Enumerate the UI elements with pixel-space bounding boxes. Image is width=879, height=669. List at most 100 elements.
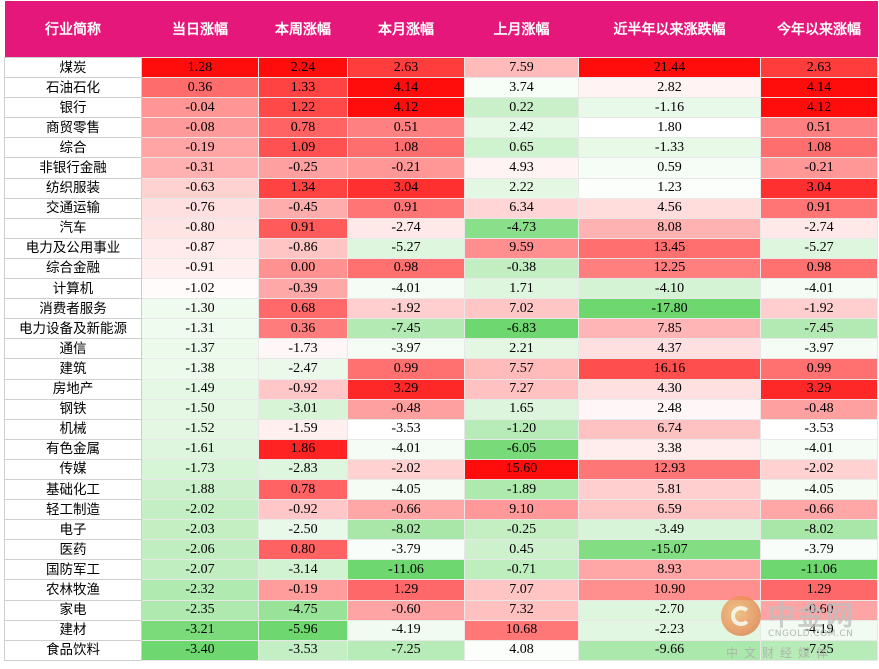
daily-change-cell: -1.37 — [141, 338, 259, 360]
ytd-change-cell: 0.99 — [760, 358, 878, 380]
header-industry[interactable]: 行业简称 — [4, 1, 142, 58]
half-year-change-cell: 1.23 — [578, 177, 761, 199]
last-month-change-cell: 0.22 — [464, 97, 579, 119]
daily-change-cell: -2.07 — [141, 559, 259, 581]
half-year-change-cell: 5.81 — [578, 478, 761, 501]
monthly-change-cell: -3.97 — [347, 338, 465, 360]
daily-change-cell: -2.35 — [141, 599, 259, 621]
last-month-change-cell: -1.20 — [464, 418, 579, 440]
ytd-change-cell: 3.29 — [760, 378, 878, 400]
half-year-change-cell: 12.93 — [578, 458, 761, 480]
monthly-change-cell: -2.02 — [347, 458, 465, 480]
last-month-change-cell: 15.60 — [464, 458, 579, 480]
last-month-change-cell: 7.32 — [464, 599, 579, 621]
table-row: 非银行金融 -0.31 -0.25 -0.21 4.93 0.59 -0.21 — [4, 157, 878, 179]
weekly-change-cell: -3.01 — [258, 398, 348, 420]
ytd-change-cell: -5.27 — [760, 237, 878, 259]
industry-name-cell: 交通运输 — [4, 197, 142, 219]
industry-name-cell: 电力及公用事业 — [4, 237, 142, 259]
weekly-change-cell: -3.14 — [258, 559, 348, 581]
daily-change-cell: -3.40 — [141, 639, 259, 661]
ytd-change-cell: -11.06 — [760, 559, 878, 581]
half-year-change-cell: -9.66 — [578, 639, 761, 661]
table-row: 石油石化 0.36 1.33 4.14 3.74 2.82 4.14 — [4, 77, 878, 99]
industry-name-cell: 煤炭 — [4, 56, 142, 79]
header-weekly-change[interactable]: 本周涨幅 — [258, 1, 348, 58]
ytd-change-cell: -7.45 — [760, 318, 878, 340]
daily-change-cell: -2.02 — [141, 499, 259, 521]
daily-change-cell: -0.76 — [141, 197, 259, 219]
last-month-change-cell: 7.27 — [464, 378, 579, 400]
daily-change-cell: 0.36 — [141, 77, 259, 99]
half-year-change-cell: 16.16 — [578, 358, 761, 380]
last-month-change-cell: 2.22 — [464, 177, 579, 199]
half-year-change-cell: 13.45 — [578, 237, 761, 259]
ytd-change-cell: -3.97 — [760, 338, 878, 360]
table-row: 计算机 -1.02 -0.39 -4.01 1.71 -4.10 -4.01 — [4, 278, 878, 300]
ytd-change-cell: -7.25 — [760, 639, 878, 661]
ytd-change-cell: 0.91 — [760, 197, 878, 219]
daily-change-cell: -1.52 — [141, 418, 259, 440]
ytd-change-cell: -8.02 — [760, 519, 878, 541]
table-body: 煤炭 1.28 2.24 2.63 7.59 21.44 2.63 石油石化 0.36 1.33 4… — [4, 56, 878, 661]
industry-name-cell: 综合金融 — [4, 257, 142, 280]
half-year-change-cell: 2.82 — [578, 77, 761, 99]
weekly-change-cell: -5.96 — [258, 619, 348, 641]
ytd-change-cell: 4.12 — [760, 97, 878, 119]
table-row: 机械 -1.52 -1.59 -3.53 -1.20 6.74 -3.53 — [4, 418, 878, 440]
last-month-change-cell: 3.74 — [464, 77, 579, 99]
table-row: 医药 -2.06 0.80 -3.79 0.45 -15.07 -3.79 — [4, 539, 878, 561]
table-row: 综合金融 -0.91 0.00 0.98 -0.38 12.25 0.98 — [4, 257, 878, 280]
monthly-change-cell: -3.53 — [347, 418, 465, 440]
weekly-change-cell: 0.68 — [258, 298, 348, 320]
monthly-change-cell: 4.14 — [347, 77, 465, 99]
ytd-change-cell: -0.60 — [760, 599, 878, 621]
ytd-change-cell: -0.66 — [760, 499, 878, 521]
daily-change-cell: -1.38 — [141, 358, 259, 380]
daily-change-cell: -0.87 — [141, 237, 259, 259]
ytd-change-cell: -4.05 — [760, 478, 878, 501]
half-year-change-cell: -1.33 — [578, 137, 761, 159]
industry-name-cell: 房地产 — [4, 378, 142, 400]
weekly-change-cell: -0.39 — [258, 278, 348, 300]
ytd-change-cell: 2.63 — [760, 56, 878, 79]
header-last-month-change[interactable]: 上月涨幅 — [464, 1, 579, 58]
daily-change-cell: -0.31 — [141, 157, 259, 179]
header-daily-change[interactable]: 当日涨幅 — [141, 1, 259, 58]
last-month-change-cell: 0.65 — [464, 137, 579, 159]
daily-change-cell: -0.80 — [141, 217, 259, 239]
daily-change-cell: -2.32 — [141, 579, 259, 601]
table-row: 轻工制造 -2.02 -0.92 -0.66 9.10 6.59 -0.66 — [4, 499, 878, 521]
monthly-change-cell: -0.66 — [347, 499, 465, 521]
industry-name-cell: 计算机 — [4, 278, 142, 300]
header-ytd-change[interactable]: 今年以来涨幅 — [760, 1, 878, 58]
last-month-change-cell: 2.21 — [464, 338, 579, 360]
half-year-change-cell: -17.80 — [578, 298, 761, 320]
monthly-change-cell: -8.02 — [347, 519, 465, 541]
ytd-change-cell: 0.51 — [760, 117, 878, 139]
half-year-change-cell: -15.07 — [578, 539, 761, 561]
monthly-change-cell: 0.99 — [347, 358, 465, 380]
industry-name-cell: 机械 — [4, 418, 142, 440]
last-month-change-cell: -4.73 — [464, 217, 579, 239]
header-half-year-change[interactable]: 近半年以来涨跌幅 — [578, 1, 761, 58]
last-month-change-cell: 4.93 — [464, 157, 579, 179]
half-year-change-cell: 6.59 — [578, 499, 761, 521]
table-row: 有色金属 -1.61 1.86 -4.01 -6.05 3.38 -4.01 — [4, 438, 878, 460]
half-year-change-cell: -2.23 — [578, 619, 761, 641]
industry-name-cell: 基础化工 — [4, 478, 142, 501]
half-year-change-cell: 4.56 — [578, 197, 761, 219]
weekly-change-cell: -3.53 — [258, 639, 348, 661]
ytd-change-cell: 3.04 — [760, 177, 878, 199]
half-year-change-cell: 4.37 — [578, 338, 761, 360]
half-year-change-cell: -2.70 — [578, 599, 761, 621]
last-month-change-cell: 4.08 — [464, 639, 579, 661]
header-monthly-change[interactable]: 本月涨幅 — [347, 1, 465, 58]
last-month-change-cell: -0.71 — [464, 559, 579, 581]
daily-change-cell: -1.61 — [141, 438, 259, 460]
ytd-change-cell: 4.14 — [760, 77, 878, 99]
industry-name-cell: 轻工制造 — [4, 499, 142, 521]
daily-change-cell: -1.49 — [141, 378, 259, 400]
industry-name-cell: 钢铁 — [4, 398, 142, 420]
industry-name-cell: 消费者服务 — [4, 298, 142, 320]
